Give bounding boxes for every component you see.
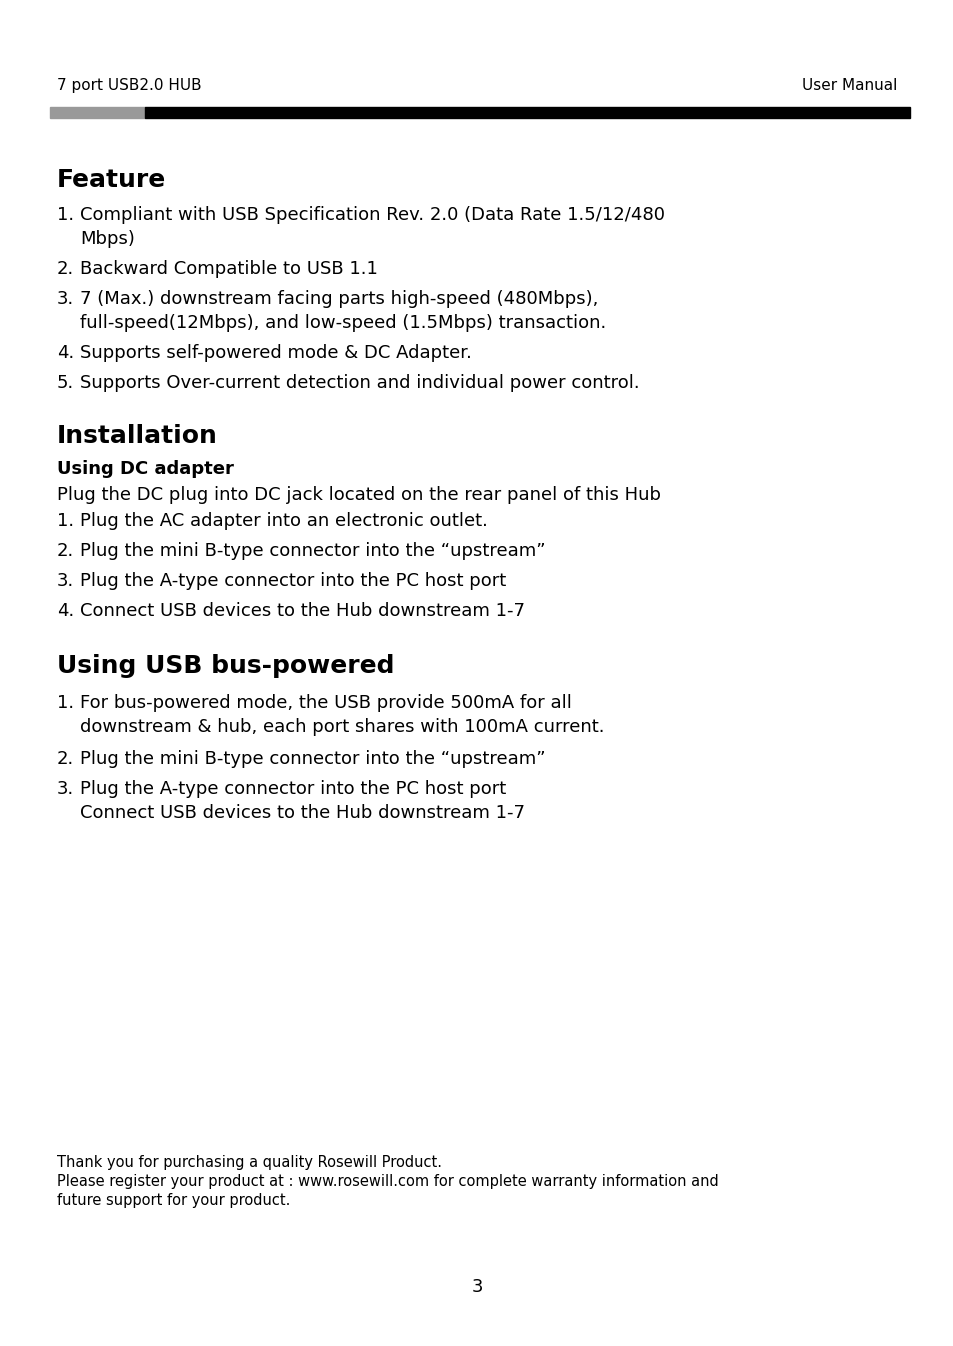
Text: Connect USB devices to the Hub downstream 1-7: Connect USB devices to the Hub downstrea… (80, 602, 524, 621)
Text: 2.: 2. (57, 260, 74, 279)
Text: 3.: 3. (57, 779, 74, 798)
Text: 3.: 3. (57, 572, 74, 590)
Text: Installation: Installation (57, 424, 217, 448)
Text: Plug the AC adapter into an electronic outlet.: Plug the AC adapter into an electronic o… (80, 511, 487, 530)
Text: 4.: 4. (57, 345, 74, 362)
Text: Plug the A-type connector into the PC host port: Plug the A-type connector into the PC ho… (80, 779, 506, 798)
Text: 1.: 1. (57, 511, 74, 530)
Text: Connect USB devices to the Hub downstream 1-7: Connect USB devices to the Hub downstrea… (80, 804, 524, 822)
Text: Supports Over-current detection and individual power control.: Supports Over-current detection and indi… (80, 374, 639, 392)
Text: Plug the mini B-type connector into the “upstream”: Plug the mini B-type connector into the … (80, 750, 545, 769)
Text: Thank you for purchasing a quality Rosewill Product.: Thank you for purchasing a quality Rosew… (57, 1155, 441, 1170)
Text: Please register your product at : www.rosewill.com for complete warranty informa: Please register your product at : www.ro… (57, 1174, 718, 1189)
Text: 3: 3 (471, 1277, 482, 1296)
Text: For bus-powered mode, the USB provide 500mA for all: For bus-powered mode, the USB provide 50… (80, 695, 571, 712)
Text: Plug the mini B-type connector into the “upstream”: Plug the mini B-type connector into the … (80, 542, 545, 560)
Text: Plug the DC plug into DC jack located on the rear panel of this Hub: Plug the DC plug into DC jack located on… (57, 486, 660, 503)
Text: 7 port USB2.0 HUB: 7 port USB2.0 HUB (57, 78, 201, 93)
Text: future support for your product.: future support for your product. (57, 1193, 290, 1207)
Bar (145, 106, 909, 118)
Text: Backward Compatible to USB 1.1: Backward Compatible to USB 1.1 (80, 260, 377, 279)
Bar (50, 106, 145, 118)
Text: Feature: Feature (57, 168, 166, 192)
Text: 3.: 3. (57, 289, 74, 308)
Text: 2.: 2. (57, 542, 74, 560)
Text: Mbps): Mbps) (80, 230, 134, 248)
Text: 1.: 1. (57, 695, 74, 712)
Text: Plug the A-type connector into the PC host port: Plug the A-type connector into the PC ho… (80, 572, 506, 590)
Text: downstream & hub, each port shares with 100mA current.: downstream & hub, each port shares with … (80, 717, 604, 736)
Text: 5.: 5. (57, 374, 74, 392)
Text: 7 (Max.) downstream facing parts high-speed (480Mbps),: 7 (Max.) downstream facing parts high-sp… (80, 289, 598, 308)
Text: Compliant with USB Specification Rev. 2.0 (Data Rate 1.5/12/480: Compliant with USB Specification Rev. 2.… (80, 206, 664, 223)
Text: full-speed(12Mbps), and low-speed (1.5Mbps) transaction.: full-speed(12Mbps), and low-speed (1.5Mb… (80, 314, 605, 332)
Text: 1.: 1. (57, 206, 74, 223)
Text: User Manual: User Manual (801, 78, 896, 93)
Text: 4.: 4. (57, 602, 74, 621)
Text: Supports self-powered mode & DC Adapter.: Supports self-powered mode & DC Adapter. (80, 345, 472, 362)
Text: Using DC adapter: Using DC adapter (57, 460, 233, 478)
Text: Using USB bus-powered: Using USB bus-powered (57, 654, 395, 678)
Text: 2.: 2. (57, 750, 74, 769)
